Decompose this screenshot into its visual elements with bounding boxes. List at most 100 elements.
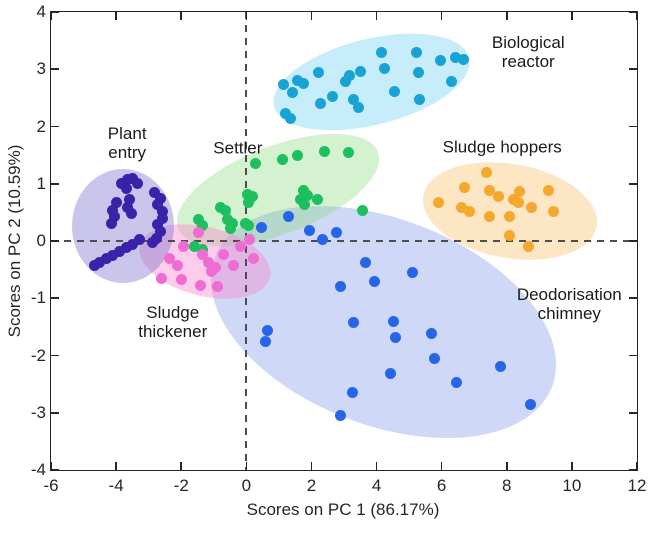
data-point-settler [276,154,288,166]
data-point-sludge-hoppers [526,202,538,214]
x-tick [440,462,443,470]
data-point-biological-reactor [315,97,327,109]
data-point-plant-entry [107,249,119,261]
data-point-settler [224,222,236,234]
y-tick-right [629,469,637,471]
data-point-plant-entry [101,253,113,265]
data-point-plant-entry [111,196,123,208]
y-tick-right [629,68,637,71]
data-point-sludge-thickener [202,257,214,269]
data-point-plant-entry [89,260,101,272]
data-point-sludge-thickener [172,259,184,271]
data-point-biological-reactor [410,47,422,59]
data-point-deodorisation-chimney [425,328,437,340]
data-point-biological-reactor [348,94,360,106]
cluster-annotation-sludge-thickener: Sludge thickener [138,303,208,342]
data-point-sludge-hoppers [504,229,516,241]
data-point-deodorisation-chimney [261,324,273,336]
data-point-sludge-thickener [176,274,188,286]
data-point-biological-reactor [450,52,462,64]
data-point-deodorisation-chimney [385,367,397,379]
data-point-sludge-thickener [217,249,229,261]
y-tick [51,68,59,71]
data-point-deodorisation-chimney [331,227,343,239]
data-point-biological-reactor [327,91,339,103]
data-point-settler [243,196,255,208]
data-point-settler [188,241,200,253]
data-point-sludge-hoppers [455,201,467,213]
y-tick-label: 1 [36,173,46,193]
data-point-plant-entry [154,192,166,204]
data-point-deodorisation-chimney [406,266,418,278]
data-point-deodorisation-chimney [260,335,272,347]
data-point-settler [241,188,253,200]
data-point-plant-entry [114,246,126,258]
data-point-sludge-thickener [227,259,239,271]
data-point-settler [243,220,255,232]
y-tick-right [629,11,637,13]
data-point-biological-reactor [445,76,457,88]
data-point-deodorisation-chimney [389,331,401,343]
y-tick [51,469,59,471]
data-point-biological-reactor [340,76,352,88]
data-point-plant-entry [107,204,119,216]
x-tick-top [50,12,52,20]
data-point-sludge-thickener [156,272,168,284]
data-point-plant-entry [126,238,138,250]
data-point-deodorisation-chimney [347,316,359,328]
data-point-plant-entry [121,242,133,254]
x-tick [571,462,573,470]
y-tick [51,297,59,300]
y-tick-right [629,411,637,414]
dashed-zero-line-horizontal [51,240,637,242]
data-point-biological-reactor [298,78,310,90]
data-point-biological-reactor [285,112,297,124]
data-point-sludge-thickener [206,266,218,278]
data-point-sludge-hoppers [504,211,516,223]
x-tick-label: 12 [627,476,647,495]
y-tick-right [629,240,637,242]
data-point-plant-entry [156,212,168,224]
y-tick [51,11,59,13]
data-point-settler [247,191,259,203]
x-tick [115,462,117,470]
cluster-annotation-plant-entry: Plant entry [107,123,147,162]
data-point-sludge-thickener [194,279,206,291]
data-point-deodorisation-chimney [304,224,316,236]
data-point-plant-entry [106,217,118,229]
data-point-deodorisation-chimney [317,234,329,246]
data-point-sludge-hoppers [484,211,496,223]
y-tick-label: 3 [36,59,46,79]
data-point-plant-entry [157,206,169,218]
y-tick [51,411,59,414]
x-tick-label: 2 [306,476,317,495]
data-point-plant-entry [122,202,134,214]
data-point-sludge-hoppers [548,206,560,218]
data-point-sludge-thickener [196,249,208,261]
y-tick [51,240,59,242]
data-point-deodorisation-chimney [368,275,380,287]
data-point-deodorisation-chimney [334,281,346,293]
cluster-annotation-settler: Settler [213,138,263,158]
x-tick-top [245,12,248,20]
data-point-plant-entry [126,208,138,220]
data-point-deodorisation-chimney [494,361,506,373]
y-tick-label: 4 [36,2,46,21]
x-tick-top [636,12,638,20]
cluster-annotation-biological-reactor: Biological reactor [491,33,565,72]
y-tick [51,125,59,128]
data-point-sludge-hoppers [514,185,526,197]
data-point-deodorisation-chimney [256,222,268,234]
x-tick [180,462,183,470]
data-point-sludge-hoppers [543,184,555,196]
data-point-biological-reactor [413,94,425,106]
data-point-plant-entry [152,219,164,231]
cluster-annotation-sludge-hoppers: Sludge hoppers [442,137,562,157]
x-tick-top [571,12,573,20]
data-point-deodorisation-chimney [282,211,294,223]
data-point-settler [343,146,355,158]
x-axis-title: Scores on PC 1 (86.17%) [246,500,440,519]
data-point-sludge-thickener [211,281,223,293]
data-point-sludge-hoppers [432,196,444,208]
